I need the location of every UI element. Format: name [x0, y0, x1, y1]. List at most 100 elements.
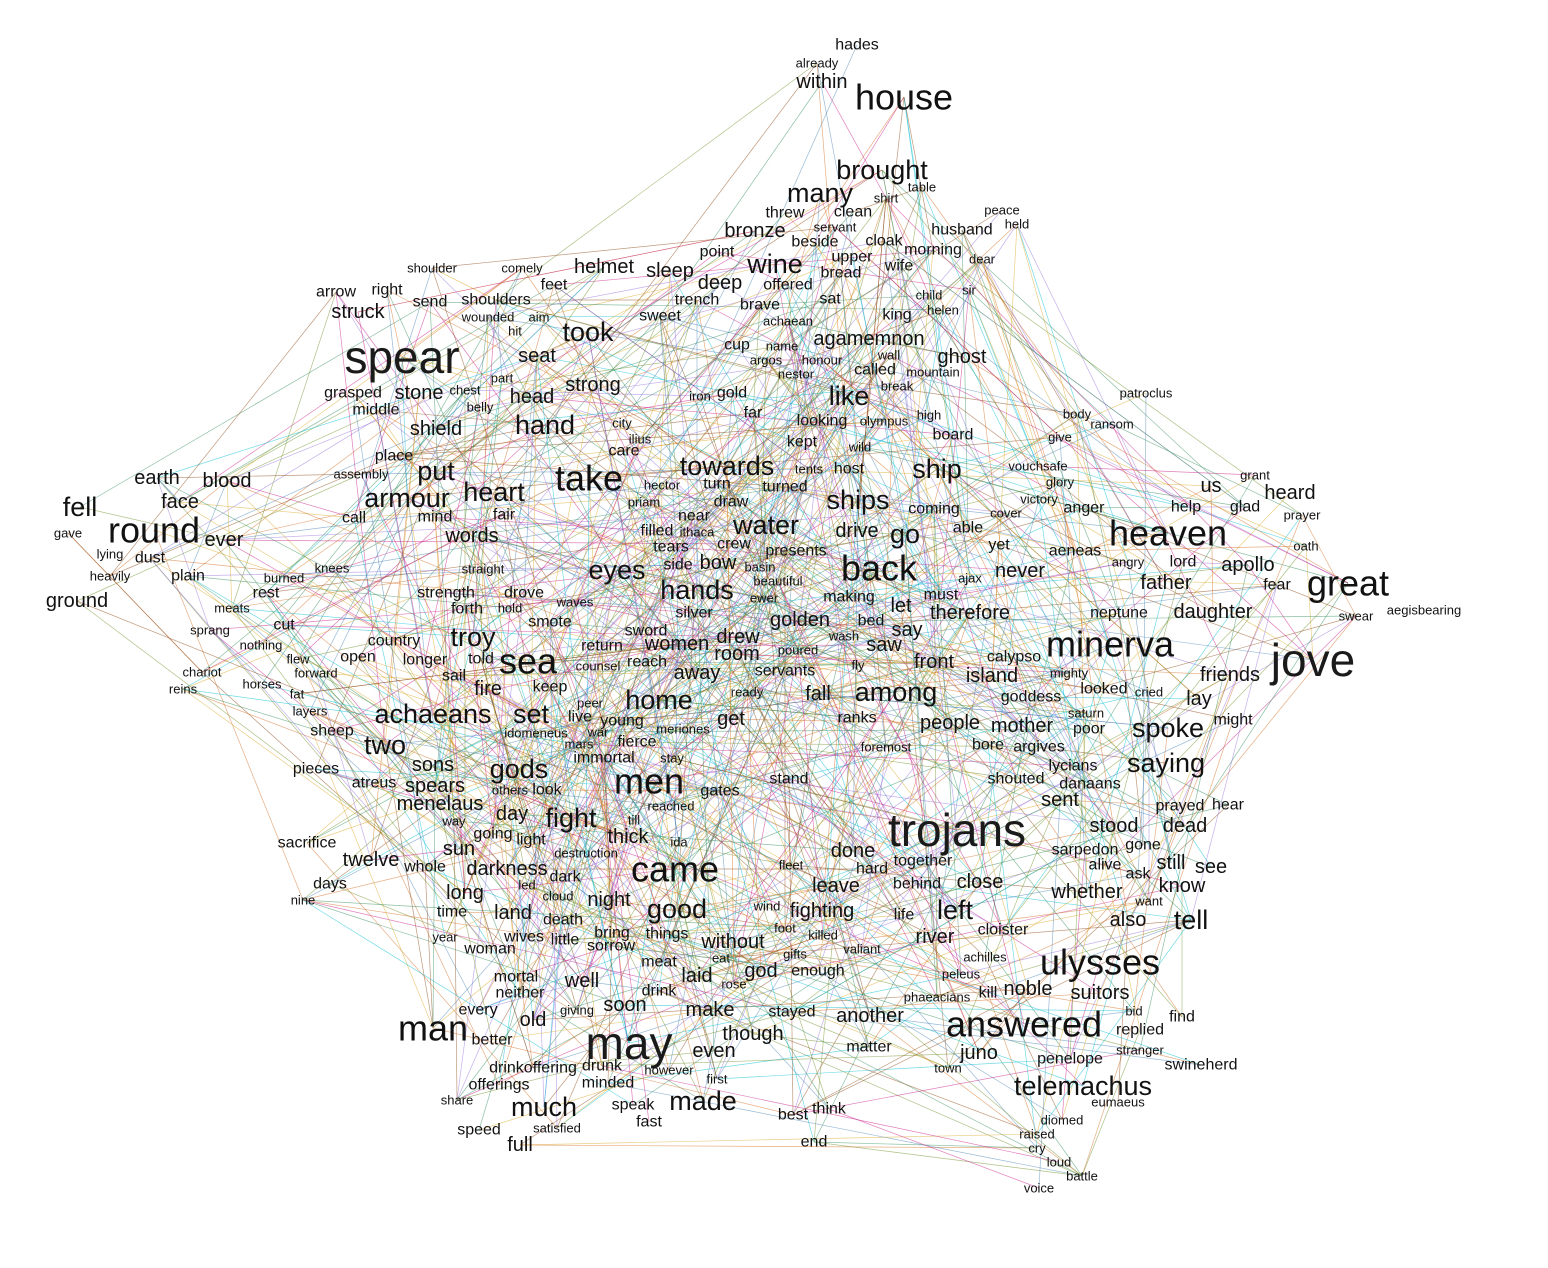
word-swineherd[interactable]: swineherd	[1165, 1057, 1238, 1074]
word-dust[interactable]: dust	[135, 550, 166, 567]
word-aeneas[interactable]: aeneas	[1049, 543, 1102, 560]
word-immortal[interactable]: immortal	[573, 750, 634, 767]
word-never[interactable]: never	[995, 560, 1045, 582]
word-point[interactable]: point	[700, 244, 735, 261]
word-raised[interactable]: raised	[1019, 1127, 1054, 1142]
word-want[interactable]: want	[1134, 894, 1163, 909]
word-sun[interactable]: sun	[443, 838, 475, 860]
word-board[interactable]: board	[933, 427, 974, 444]
word-eumaeus[interactable]: eumaeus	[1091, 1095, 1145, 1110]
word-stayed[interactable]: stayed	[768, 1004, 815, 1021]
word-name[interactable]: name	[766, 339, 799, 354]
word-god[interactable]: god	[744, 960, 777, 982]
word-sarpedon[interactable]: sarpedon	[1052, 842, 1119, 859]
word-deep[interactable]: deep	[698, 272, 743, 294]
word-gold[interactable]: gold	[717, 385, 747, 402]
word-country[interactable]: country	[368, 633, 420, 650]
word-speed[interactable]: speed	[457, 1122, 501, 1139]
word-tears[interactable]: tears	[653, 539, 689, 556]
word-drunk[interactable]: drunk	[582, 1058, 623, 1075]
word-part[interactable]: part	[491, 371, 514, 386]
word-break[interactable]: break	[881, 379, 914, 394]
word-cloister[interactable]: cloister	[978, 922, 1029, 939]
word-ghost[interactable]: ghost	[938, 346, 987, 368]
word-sons[interactable]: sons	[412, 754, 454, 776]
word-offered[interactable]: offered	[763, 277, 813, 294]
word-made[interactable]: made	[669, 1086, 737, 1116]
word-sent[interactable]: sent	[1041, 789, 1079, 811]
word-priam[interactable]: priam	[628, 495, 661, 510]
word-end[interactable]: end	[801, 1134, 828, 1151]
word-poured[interactable]: poured	[778, 643, 818, 658]
word-call[interactable]: call	[342, 510, 366, 527]
word-away[interactable]: away	[674, 662, 721, 684]
word-peace[interactable]: peace	[984, 203, 1019, 218]
word-longer[interactable]: longer	[403, 652, 448, 669]
word-share[interactable]: share	[441, 1093, 474, 1108]
word-presents[interactable]: presents	[765, 543, 826, 560]
word-stranger[interactable]: stranger	[1116, 1043, 1164, 1058]
word-friends[interactable]: friends	[1200, 664, 1260, 686]
word-telemachus[interactable]: telemachus	[1014, 1071, 1152, 1101]
word-sorrow[interactable]: sorrow	[587, 938, 635, 955]
word-dead[interactable]: dead	[1163, 815, 1208, 837]
word-leave[interactable]: leave	[812, 875, 860, 897]
word-vouchsafe[interactable]: vouchsafe	[1008, 459, 1067, 474]
word-nine[interactable]: nine	[291, 893, 316, 908]
word-shoulder[interactable]: shoulder	[407, 261, 458, 276]
word-rest[interactable]: rest	[253, 585, 280, 602]
word-young[interactable]: young	[600, 713, 644, 730]
word-must[interactable]: must	[924, 587, 959, 604]
word-called[interactable]: called	[854, 362, 896, 379]
word-stand[interactable]: stand	[769, 771, 808, 788]
word-without[interactable]: without	[700, 931, 765, 953]
word-laid[interactable]: laid	[681, 965, 712, 987]
word-aim[interactable]: aim	[529, 310, 550, 325]
word-danaans[interactable]: danaans	[1059, 776, 1120, 793]
word-silver[interactable]: silver	[675, 605, 713, 622]
word-sat[interactable]: sat	[819, 291, 841, 308]
word-saw[interactable]: saw	[866, 634, 902, 656]
word-us[interactable]: us	[1200, 475, 1221, 497]
word-put[interactable]: put	[417, 456, 455, 486]
word-layers[interactable]: layers	[293, 704, 328, 719]
word-mountain[interactable]: mountain	[906, 365, 959, 380]
word-also[interactable]: also	[1110, 909, 1147, 931]
word-hear[interactable]: hear	[1212, 797, 1245, 814]
word-strength[interactable]: strength	[417, 585, 475, 602]
word-fell[interactable]: fell	[63, 492, 98, 522]
word-saturn[interactable]: saturn	[1068, 706, 1104, 721]
word-troy[interactable]: troy	[450, 622, 496, 652]
word-stood[interactable]: stood	[1090, 815, 1139, 837]
word-middle[interactable]: middle	[352, 402, 399, 419]
word-sprang[interactable]: sprang	[190, 623, 230, 638]
word-able[interactable]: able	[953, 520, 983, 537]
word-seat[interactable]: seat	[518, 345, 556, 367]
word-turn[interactable]: turn	[703, 476, 731, 493]
word-minerva[interactable]: minerva	[1046, 624, 1175, 665]
word-ithaca[interactable]: ithaca	[680, 525, 715, 540]
word-near[interactable]: near	[678, 508, 711, 525]
word-grasped[interactable]: grasped	[324, 385, 382, 402]
word-penelope[interactable]: penelope	[1037, 1051, 1103, 1068]
word-bring[interactable]: bring	[594, 925, 630, 942]
word-agamemnon[interactable]: agamemnon	[813, 328, 924, 350]
word-lord[interactable]: lord	[1170, 554, 1197, 571]
word-wind[interactable]: wind	[753, 899, 781, 914]
word-body[interactable]: body	[1063, 407, 1092, 422]
word-threw[interactable]: threw	[765, 205, 805, 222]
word-town[interactable]: town	[934, 1061, 961, 1076]
word-ewer[interactable]: ewer	[750, 591, 779, 606]
word-husband[interactable]: husband	[931, 222, 992, 239]
word-poor[interactable]: poor	[1073, 721, 1106, 738]
word-man[interactable]: man	[398, 1008, 468, 1049]
word-hades[interactable]: hades	[835, 37, 879, 54]
word-strong[interactable]: strong	[565, 374, 621, 396]
word-woman[interactable]: woman	[463, 941, 516, 958]
word-hit[interactable]: hit	[508, 324, 522, 339]
word-twelve[interactable]: twelve	[343, 849, 400, 871]
word-speak[interactable]: speak	[612, 1097, 656, 1114]
word-heavily[interactable]: heavily	[90, 569, 131, 584]
word-sword[interactable]: sword	[625, 623, 668, 640]
word-fast[interactable]: fast	[636, 1114, 662, 1131]
